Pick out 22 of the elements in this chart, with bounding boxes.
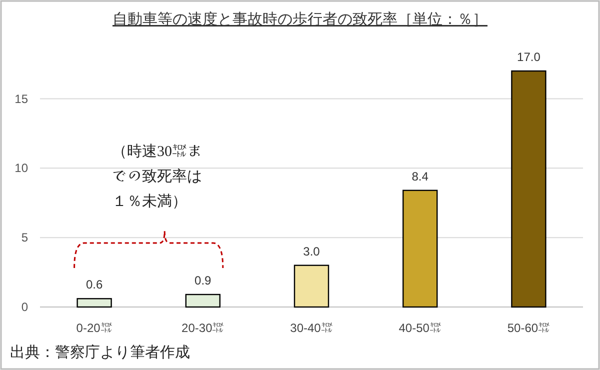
source-note: 出典：警察庁より筆者作成 <box>10 344 190 361</box>
y-tick-label: 15 <box>14 92 28 106</box>
chart-title: 自動車等の速度と事故時の歩行者の致死率［単位：％］ <box>112 11 488 28</box>
x-tick-label: 40-50㌖ <box>398 321 442 335</box>
data-label: 0.6 <box>86 278 103 292</box>
data-label: 17.0 <box>517 50 541 64</box>
y-tick-label: 5 <box>21 230 28 245</box>
x-tick-label: 20-30㌖ <box>182 321 224 335</box>
data-label: 0.9 <box>194 274 212 288</box>
x-tick-label: 0-20㌖ <box>76 321 112 335</box>
bar <box>294 264 330 308</box>
bar <box>76 298 112 308</box>
annotation: （時速30㌖までの致死率は１％未満） <box>112 142 203 212</box>
data-label: 8.4 <box>412 169 429 184</box>
bar <box>402 190 438 308</box>
bar <box>511 70 546 308</box>
data-label: 3.0 <box>303 244 320 258</box>
bar <box>185 294 220 308</box>
y-tick-label: 0 <box>21 300 28 314</box>
x-tick-label: 30-40㌖ <box>290 321 333 335</box>
x-tick-label: 50-60㌖ <box>507 321 550 335</box>
y-tick-label: 10 <box>14 161 28 176</box>
